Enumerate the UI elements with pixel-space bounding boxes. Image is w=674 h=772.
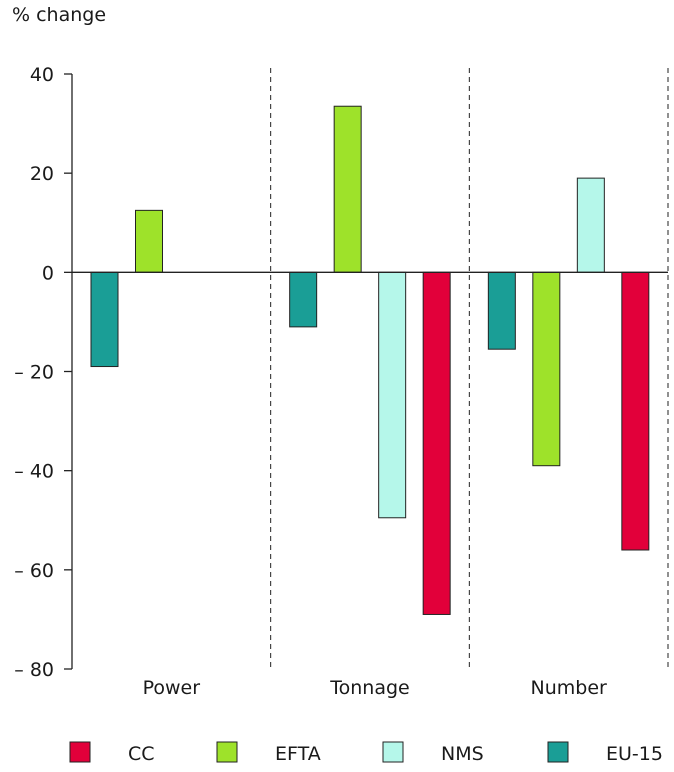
axes: [71, 74, 668, 669]
legend-swatch-nms: [382, 741, 404, 763]
bar-efta-number: [532, 271, 561, 467]
x-tick-label-power: Power: [143, 677, 201, 699]
bar-eu-15-number: [487, 271, 516, 350]
bar-cc-tonnage: [422, 271, 451, 615]
y-ticks: 40 20 0 – 20 – 40 – 60 – 80: [14, 64, 72, 681]
legend-label-nms: NMS: [441, 743, 484, 765]
bar-eu-15-power: [90, 271, 119, 368]
x-tick-label-tonnage: Tonnage: [329, 677, 409, 699]
category-separators: [270, 68, 669, 669]
bar-nms-number: [576, 177, 605, 273]
legend-swatch-efta: [216, 741, 238, 763]
y-tick-label-5: – 60: [14, 560, 54, 582]
x-tick-labels: Power Tonnage Number: [143, 677, 607, 699]
bar-nms-tonnage: [378, 271, 407, 519]
legend-label-efta: EFTA: [275, 743, 321, 765]
legend-label-cc: CC: [128, 743, 155, 765]
bar-cc-number: [621, 271, 650, 551]
bar-eu-15-tonnage: [289, 271, 318, 328]
legend: CC EFTA NMS EU-15: [69, 741, 663, 765]
y-tick-label-4: – 40: [14, 461, 54, 483]
y-tick-label-1: 20: [30, 163, 54, 185]
legend-swatch-eu-15: [547, 741, 569, 763]
y-tick-label-6: – 80: [14, 659, 54, 681]
legend-swatch-cc: [69, 741, 91, 763]
y-tick-label-2: 0: [42, 262, 54, 284]
y-axis-label: % change: [12, 4, 106, 26]
y-tick-label-3: – 20: [14, 362, 54, 384]
bar-efta-power: [135, 209, 163, 273]
x-tick-label-number: Number: [531, 677, 608, 699]
bar-efta-tonnage: [333, 105, 362, 273]
legend-label-eu-15: EU-15: [606, 743, 663, 765]
bars: [90, 105, 650, 615]
y-tick-label-0: 40: [30, 64, 54, 86]
